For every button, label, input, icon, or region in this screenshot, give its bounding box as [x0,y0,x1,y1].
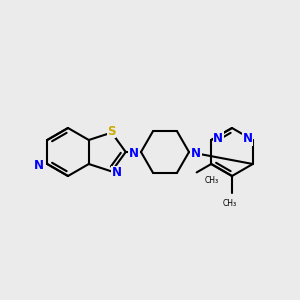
Text: N: N [243,132,253,145]
Text: N: N [213,132,223,145]
Text: S: S [107,124,116,138]
Text: N: N [112,167,122,179]
Text: N: N [34,159,44,172]
Text: N: N [129,147,139,160]
Text: N: N [191,147,201,160]
Text: CH₃: CH₃ [205,176,219,185]
Text: CH₃: CH₃ [223,199,237,208]
